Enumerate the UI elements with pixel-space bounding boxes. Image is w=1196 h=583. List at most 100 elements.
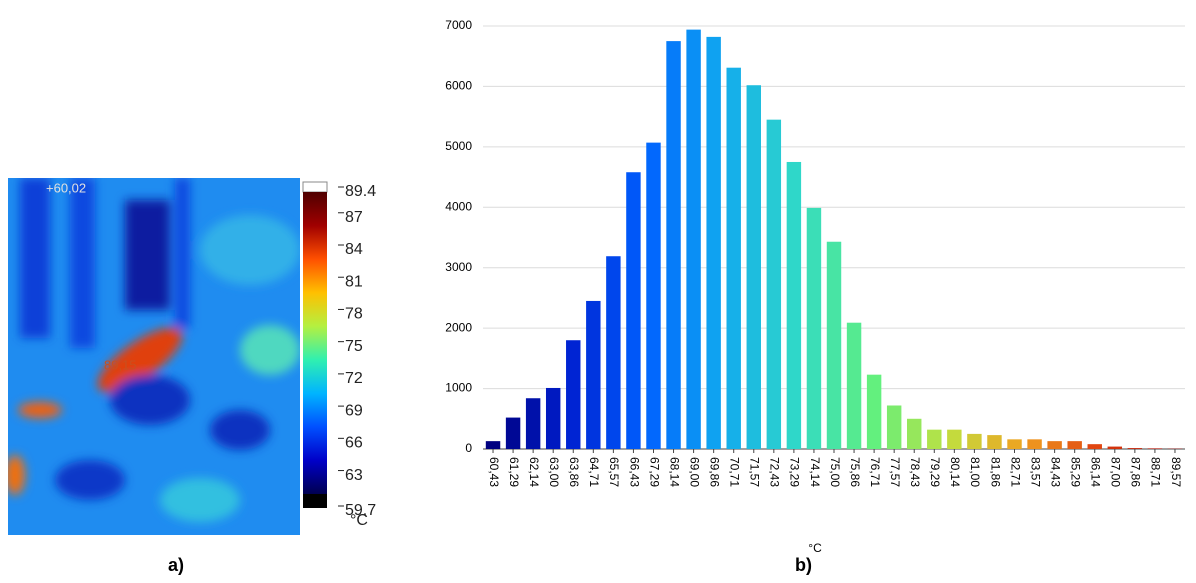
bar [726,68,740,449]
x-tick-label: 72,43 [768,457,782,487]
colorbar-tick-label: 69 [345,402,363,419]
x-tick-label: 85,29 [1069,457,1083,487]
colorbar-tick-label: 81 [345,273,363,290]
x-tick-label: 74,14 [808,457,822,487]
bar [787,162,801,449]
bar [807,208,821,449]
x-tick-label: 66,43 [627,457,641,487]
x-tick-label: 80,14 [948,457,962,487]
bar [526,398,540,449]
x-tick-label: 81,86 [988,457,1002,487]
x-tick-label: 75,00 [828,457,842,487]
panel-label: b) [795,555,812,575]
y-tick-label: 7000 [445,18,472,32]
x-tick-label: 61,29 [507,457,521,487]
x-tick-label: 84,43 [1048,457,1062,487]
x-tick-label: 68,14 [667,457,681,487]
y-tick-label: 3000 [445,260,472,274]
bar [827,242,841,449]
x-tick-label: 71,57 [748,457,762,487]
x-tick-label: 83,57 [1028,457,1042,487]
bar [1047,441,1061,449]
colorbar-tick-label: 84 [345,241,363,258]
colorbar-tick-label: 72 [345,370,363,387]
x-tick-label: 65,57 [607,457,621,487]
bar [847,323,861,449]
x-tick-label: 81,00 [968,457,982,487]
bar [987,435,1001,449]
y-tick-label: 1000 [445,381,472,395]
bar [1108,447,1122,449]
x-tick-label: 89,57 [1169,457,1183,487]
x-tick-label: 67,29 [647,457,661,487]
bar [486,441,500,449]
thermal-image [5,178,300,535]
x-tick-label: 64,71 [587,457,601,487]
annotation: +60,02 [46,180,86,195]
x-tick-label: 88,71 [1149,457,1163,487]
bar [506,418,520,449]
colorbar-tick-label: 63 [345,467,363,484]
x-tick-label: 62,14 [527,457,541,487]
y-tick-label: 0 [465,441,472,455]
colorbar-tick-label: 87 [345,209,363,226]
colorbar-tick-label: 75 [345,338,363,355]
colorbar-gradient [303,192,327,494]
x-tick-label: 77,57 [888,457,902,487]
x-tick-label: 75,86 [848,457,862,487]
bar [907,419,921,449]
x-tick-label: 69,86 [707,457,721,487]
bar [666,41,680,449]
y-tick-label: 6000 [445,79,472,93]
x-tick-label: 63,86 [567,457,581,487]
bar [586,301,600,449]
bar [1088,444,1102,449]
bar [646,143,660,449]
x-tick-label: 60,43 [487,457,501,487]
y-tick-label: 2000 [445,320,472,334]
x-tick-label: 78,43 [908,457,922,487]
bar [686,30,700,449]
bar [566,340,580,449]
x-tick-label: 70,71 [728,457,742,487]
x-tick-label: 87,00 [1109,457,1123,487]
colorbar-tick-label: 59.7 [345,502,376,519]
x-tick-label: 76,71 [868,457,882,487]
bar [1148,448,1162,449]
bar [1007,439,1021,449]
x-tick-label: 82,71 [1008,457,1022,487]
bar [1067,441,1081,449]
panel-label: a) [168,555,184,575]
x-tick-label: 63,00 [547,457,561,487]
bar [1027,439,1041,449]
bar [767,120,781,449]
colorbar-cap [303,494,327,508]
x-tick-label: 79,29 [928,457,942,487]
bar [887,405,901,449]
bar [747,85,761,449]
histogram: 0 1000 2000 3000 4000 5000 6000 7000 60,43 61,29 6… [445,18,1185,487]
colorbar-cap [303,182,327,192]
x-tick-label: 69,00 [687,457,701,487]
bar [606,256,620,449]
x-axis-label: °C [808,541,822,555]
colorbar-tick-label: 78 [345,306,363,323]
bar [927,430,941,449]
y-tick-label: 5000 [445,139,472,153]
y-tick-label: 4000 [445,199,472,213]
bar [706,37,720,449]
bar [1128,448,1142,449]
bar [546,388,560,449]
x-tick-label: 73,29 [788,457,802,487]
x-tick-label: 86,14 [1089,457,1103,487]
x-tick-label: 87,86 [1129,457,1143,487]
colorbar-tick-label: 66 [345,435,363,452]
bar [947,430,961,449]
bar [867,375,881,449]
bar [626,172,640,449]
annotation: 89,15 [104,357,137,372]
bar [967,434,981,449]
colorbar-tick-label: 89.4 [345,183,376,200]
